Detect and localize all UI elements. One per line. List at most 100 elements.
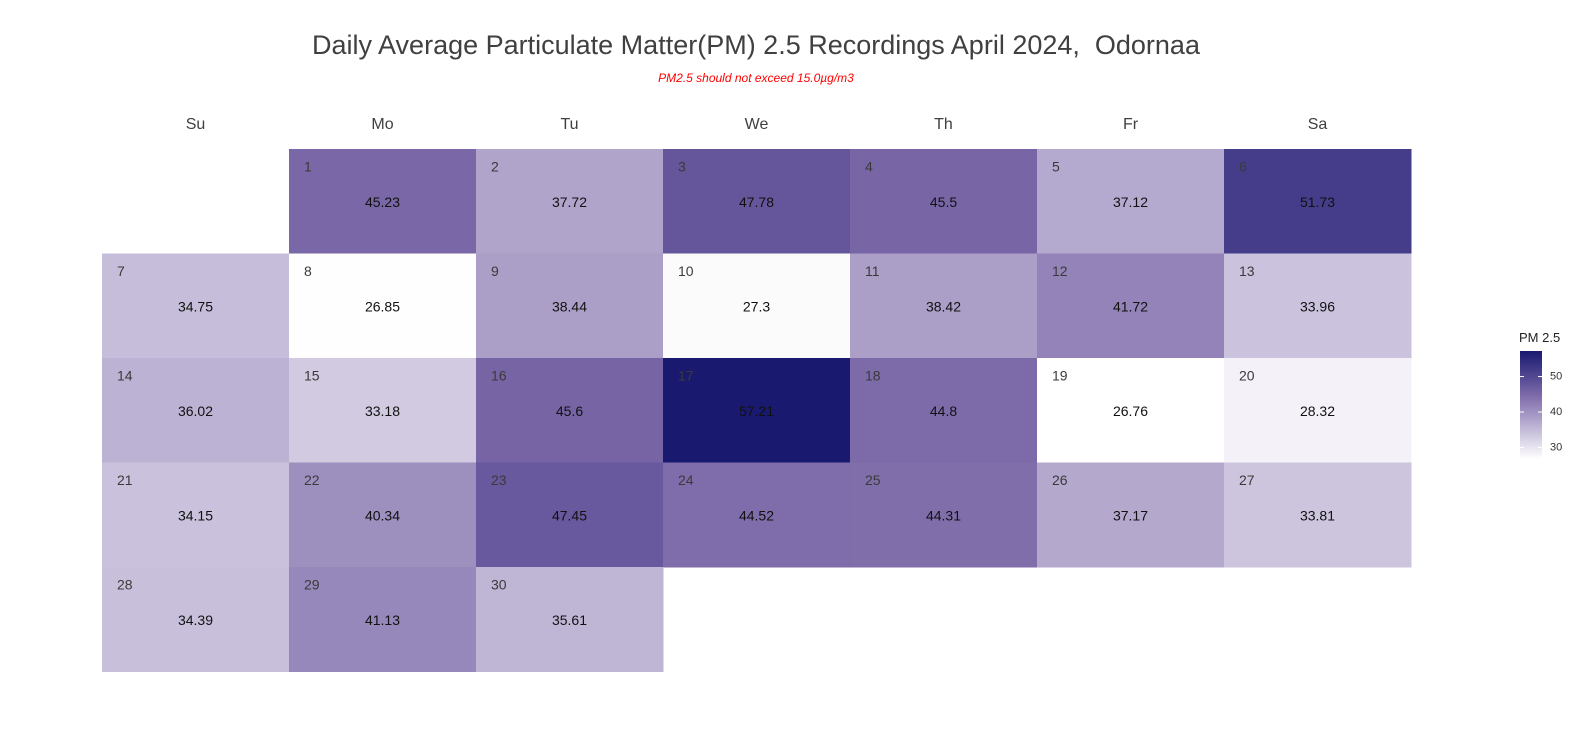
day-cell (289, 567, 477, 672)
day-cell (850, 149, 1038, 254)
legend-tick-label: 30 (1550, 441, 1562, 453)
day-cell (476, 462, 664, 568)
day-value: 33.96 (1300, 298, 1335, 314)
day-cell (663, 253, 851, 359)
day-value: 45.23 (365, 194, 400, 210)
chart-subtitle: PM2.5 should not exceed 15.0µg/m3 (658, 71, 854, 85)
day-cell (289, 253, 477, 359)
day-value: 51.73 (1300, 194, 1335, 210)
day-cell (289, 462, 477, 568)
day-value: 44.8 (930, 403, 957, 419)
day-number: 4 (865, 159, 873, 175)
weekday-header: Sa (1308, 116, 1328, 133)
day-value: 41.13 (365, 612, 400, 628)
day-cell (1224, 253, 1412, 359)
day-cell (663, 462, 851, 568)
day-number: 26 (1052, 472, 1068, 488)
day-number: 29 (304, 577, 320, 593)
day-value: 37.17 (1113, 507, 1148, 523)
day-value: 35.61 (552, 612, 587, 628)
weekday-header: Th (934, 116, 953, 133)
day-number: 24 (678, 472, 694, 488)
day-value: 33.81 (1300, 507, 1335, 523)
day-number: 16 (491, 368, 507, 384)
day-number: 5 (1052, 159, 1060, 175)
weekday-header: Fr (1123, 116, 1139, 133)
day-cell (1037, 149, 1225, 254)
day-value: 36.02 (178, 403, 213, 419)
day-number: 11 (865, 263, 880, 279)
day-cell (850, 253, 1038, 359)
day-value: 37.72 (552, 194, 587, 210)
day-value: 44.31 (926, 507, 961, 523)
weekday-header: Tu (560, 116, 578, 133)
day-number: 20 (1239, 368, 1255, 384)
day-value: 45.6 (556, 403, 583, 419)
day-cell (102, 462, 290, 568)
weekday-header: Mo (371, 116, 393, 133)
legend-gradient (1520, 351, 1542, 459)
legend-tick-label: 40 (1550, 406, 1562, 418)
day-number: 19 (1052, 368, 1068, 384)
day-cell (102, 253, 290, 359)
day-cell (476, 149, 664, 254)
day-cell (102, 358, 290, 463)
day-cell (476, 253, 664, 359)
day-value: 40.34 (365, 507, 400, 523)
day-cell (850, 462, 1038, 568)
day-cell (1037, 253, 1225, 359)
day-number: 12 (1052, 263, 1068, 279)
day-number: 17 (678, 368, 694, 384)
weekday-header: Su (186, 116, 206, 133)
day-number: 9 (491, 263, 499, 279)
day-cell (1037, 358, 1225, 463)
day-number: 10 (678, 263, 694, 279)
day-value: 45.5 (930, 194, 957, 210)
day-cell (1037, 462, 1225, 568)
day-number: 1 (304, 159, 312, 175)
legend-colorbar: 30 40 50 (1520, 351, 1562, 459)
day-value: 47.78 (739, 194, 774, 210)
day-number: 3 (678, 159, 686, 175)
day-cell (476, 567, 664, 672)
day-cell (102, 567, 290, 672)
day-cell (289, 358, 477, 463)
day-number: 13 (1239, 263, 1255, 279)
day-value: 34.75 (178, 298, 213, 314)
weekday-header: We (745, 116, 769, 133)
legend-title: PM 2.5 (1519, 330, 1561, 345)
day-number: 28 (117, 577, 133, 593)
day-value: 37.12 (1113, 194, 1148, 210)
day-number: 23 (491, 472, 507, 488)
day-cell (663, 358, 851, 463)
day-number: 18 (865, 368, 881, 384)
day-cell (1224, 149, 1412, 254)
day-cell (1224, 462, 1412, 568)
day-number: 2 (491, 159, 499, 175)
day-cell (850, 358, 1038, 463)
day-number: 27 (1239, 472, 1255, 488)
day-value: 34.39 (178, 612, 213, 628)
day-cell (289, 149, 477, 254)
day-value: 44.52 (739, 507, 774, 523)
day-value: 47.45 (552, 507, 587, 523)
day-value: 27.3 (743, 298, 770, 314)
day-number: 8 (304, 263, 312, 279)
day-value: 28.32 (1300, 403, 1335, 419)
day-value: 34.15 (178, 507, 213, 523)
day-cell (1224, 358, 1412, 463)
day-number: 14 (117, 368, 133, 384)
day-number: 22 (304, 472, 320, 488)
day-number: 25 (865, 472, 881, 488)
day-cell (663, 149, 851, 254)
chart-title: Daily Average Particulate Matter(PM) 2.5… (312, 30, 1200, 60)
day-cell (476, 358, 664, 463)
day-number: 6 (1239, 159, 1247, 175)
day-value: 26.76 (1113, 403, 1148, 419)
day-value: 38.44 (552, 298, 587, 314)
day-number: 21 (117, 472, 133, 488)
day-value: 26.85 (365, 298, 400, 314)
day-value: 33.18 (365, 403, 400, 419)
day-value: 57.21 (739, 403, 774, 419)
